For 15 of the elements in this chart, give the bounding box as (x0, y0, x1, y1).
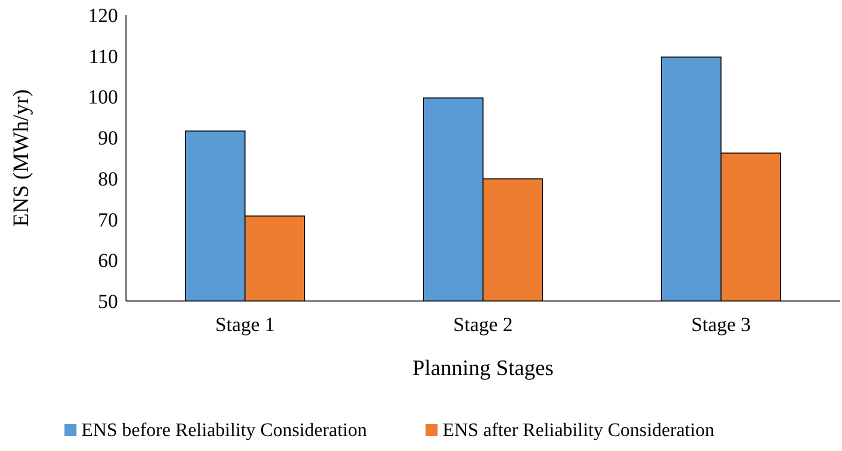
y-tick-label: 60 (98, 250, 118, 272)
legend-label: ENS after Reliability Consideration (442, 420, 715, 441)
y-tick-label: 100 (88, 86, 118, 109)
y-tick-label: 50 (98, 291, 118, 313)
y-tick-label: 110 (88, 46, 118, 68)
x-tick-label: Stage 3 (691, 314, 751, 336)
y-tick-label: 70 (98, 209, 118, 232)
y-tick-label: 120 (88, 5, 118, 27)
x-tick-label: Stage 1 (215, 314, 275, 336)
x-tick-label: Stage 2 (453, 314, 513, 336)
y-tick-label: 90 (98, 128, 118, 150)
y-tick-label: 80 (98, 168, 118, 190)
y-axis-title: ENS (MWh/yr) (8, 89, 33, 227)
legend-label: ENS before Reliability Consideration (81, 420, 368, 441)
x-axis-title: Planning Stages (412, 355, 554, 380)
